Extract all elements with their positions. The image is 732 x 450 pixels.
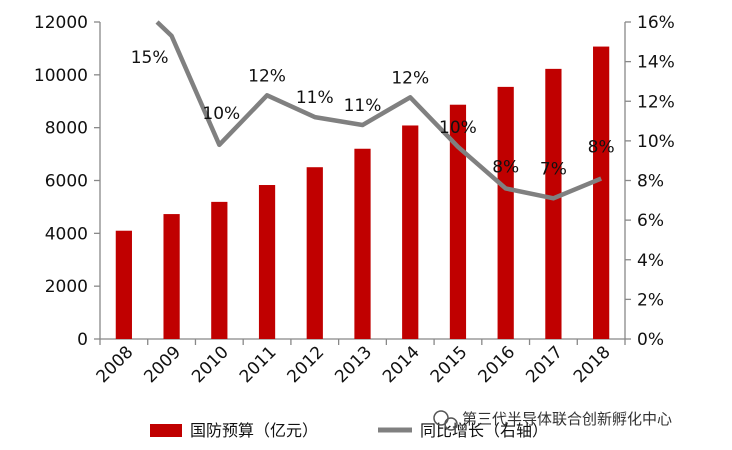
left-tick-label: 6000 xyxy=(45,172,88,192)
growth-data-label: 10% xyxy=(202,104,240,124)
bar-series xyxy=(115,46,610,340)
wechat-icon xyxy=(433,410,458,431)
right-tick-label: 2% xyxy=(637,290,664,310)
growth-data-label: 15% xyxy=(131,48,169,68)
bar xyxy=(545,68,562,340)
left-tick-label: 12000 xyxy=(34,13,88,33)
right-tick-label: 4% xyxy=(637,251,664,271)
growth-data-label: 10% xyxy=(439,118,477,138)
legend-swatch-bar xyxy=(150,424,182,437)
growth-data-label: 12% xyxy=(391,68,429,88)
watermark-text: 第三代半导体联合创新孵化中心 xyxy=(462,410,672,428)
growth-data-label: 11% xyxy=(296,88,334,108)
growth-data-label: 7% xyxy=(540,159,567,179)
right-axis: 0% 2% 4% 6% 8% 10% 12% 14% 16% xyxy=(624,13,675,350)
left-tick-label: 10000 xyxy=(34,66,88,86)
data-labels: 15% 10% 12% 11% 11% 12% 10% 8% 7% 8% xyxy=(131,48,615,179)
x-tick-label: 2015 xyxy=(427,342,472,387)
bar xyxy=(497,86,514,339)
right-tick-label: 10% xyxy=(637,132,675,152)
x-tick-label: 2010 xyxy=(188,342,233,387)
growth-data-label: 8% xyxy=(492,157,519,177)
legend-label-bar: 国防预算（亿元） xyxy=(190,421,318,440)
left-tick-label: 0 xyxy=(77,330,88,350)
right-tick-label: 16% xyxy=(637,13,675,33)
left-tick-label: 4000 xyxy=(45,224,88,244)
x-tick-label: 2012 xyxy=(284,342,329,387)
x-axis: 2008 2009 2010 2011 2012 2013 2014 2015 2016 2017… xyxy=(93,338,626,387)
bar xyxy=(163,214,180,339)
growth-data-label: 8% xyxy=(588,138,615,158)
line-series xyxy=(155,20,602,201)
left-tick-label: 8000 xyxy=(45,119,88,139)
legend-label-line: 同比增长（右轴） xyxy=(420,421,548,440)
right-tick-label: 8% xyxy=(637,172,664,192)
watermark: 第三代半导体联合创新孵化中心 xyxy=(433,410,672,431)
right-tick-label: 12% xyxy=(637,92,675,112)
x-tick-label: 2016 xyxy=(474,342,519,387)
right-tick-label: 0% xyxy=(637,330,664,350)
bar xyxy=(211,201,228,339)
x-tick-label: 2009 xyxy=(140,342,185,387)
bar xyxy=(593,46,610,339)
bar xyxy=(449,104,467,339)
bar xyxy=(258,185,276,339)
x-tick-label: 2017 xyxy=(522,342,567,387)
x-tick-label: 2013 xyxy=(331,342,376,387)
left-tick-label: 2000 xyxy=(45,277,88,297)
x-tick-label: 2008 xyxy=(93,342,138,387)
growth-data-label: 12% xyxy=(248,66,286,86)
legend: 国防预算（亿元） 同比增长（右轴） xyxy=(150,421,548,440)
bar xyxy=(354,148,371,339)
x-tick-label: 2011 xyxy=(236,342,281,387)
right-tick-label: 6% xyxy=(637,211,664,231)
growth-data-label: 11% xyxy=(344,96,382,116)
bar xyxy=(115,230,132,339)
right-tick-label: 14% xyxy=(637,53,675,73)
bar xyxy=(402,125,419,339)
x-tick-label: 2014 xyxy=(379,342,424,387)
bar xyxy=(306,167,323,339)
left-axis: 0 2000 4000 6000 8000 10000 12000 xyxy=(34,13,101,350)
x-tick-label: 2018 xyxy=(570,342,615,387)
growth-line xyxy=(155,20,602,201)
